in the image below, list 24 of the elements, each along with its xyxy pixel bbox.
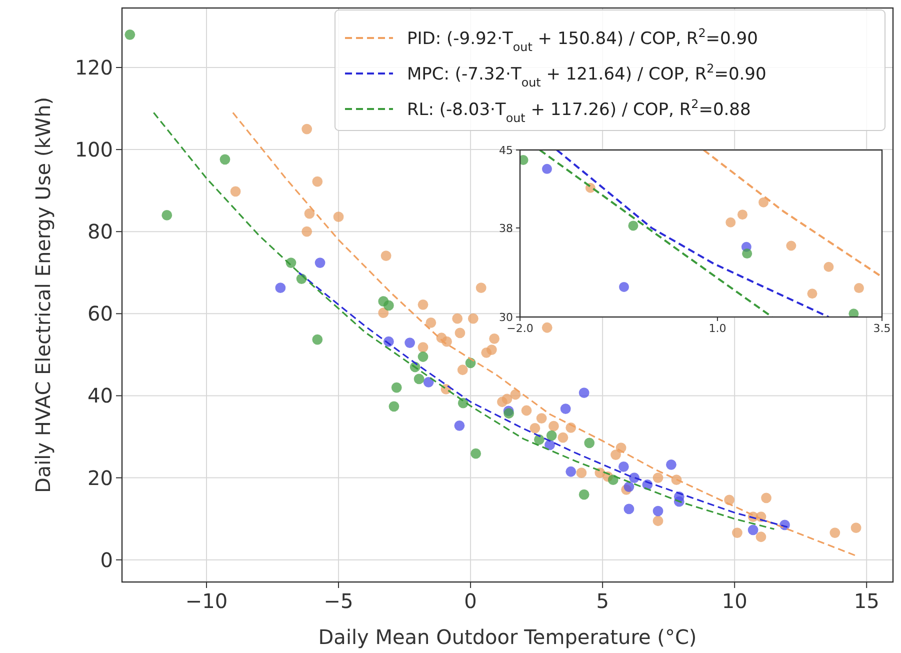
x-tick-label: −5 bbox=[324, 589, 354, 613]
y-tick-label: 80 bbox=[88, 220, 113, 244]
x-tick-label: 5 bbox=[596, 589, 609, 613]
x-tick-label: 0 bbox=[464, 589, 477, 613]
x-tick-label: 1.0 bbox=[708, 322, 726, 335]
y-tick-label: 20 bbox=[88, 466, 113, 490]
y-tick-label: 45 bbox=[499, 144, 513, 157]
y-tick-label: 60 bbox=[88, 302, 113, 326]
x-axis-title: Daily Mean Outdoor Temperature (°C) bbox=[318, 625, 697, 649]
x-tick-label: −10 bbox=[185, 589, 228, 613]
legend-label: PID: (-9.92·T$_{out}$ + 150.84) / COP, R$^{2}$=0.90 bbox=[407, 26, 758, 54]
x-tick-label: 10 bbox=[722, 589, 748, 613]
y-axis-title: Daily HVAC Electrical Energy Use (kWh) bbox=[31, 96, 55, 494]
x-tick-label: 15 bbox=[854, 589, 880, 613]
y-tick-label: 38 bbox=[499, 222, 513, 235]
y-tick-label: 100 bbox=[74, 138, 113, 162]
y-tick-label: 120 bbox=[74, 55, 113, 80]
legend-label: MPC: (-7.32·T$_{out}$ + 121.64) / COP, R$^{2}$=0.90 bbox=[407, 62, 766, 90]
y-tick-label: 0 bbox=[100, 548, 113, 572]
x-tick-label: 3.5 bbox=[873, 322, 891, 335]
x-tick-label: −2.0 bbox=[506, 322, 534, 335]
legend-label: RL: (-8.03·T$_{out}$ + 117.26) / COP, R$^{2}$=0.88 bbox=[407, 97, 751, 125]
y-tick-label: 30 bbox=[499, 310, 513, 324]
y-tick-label: 40 bbox=[88, 384, 113, 408]
